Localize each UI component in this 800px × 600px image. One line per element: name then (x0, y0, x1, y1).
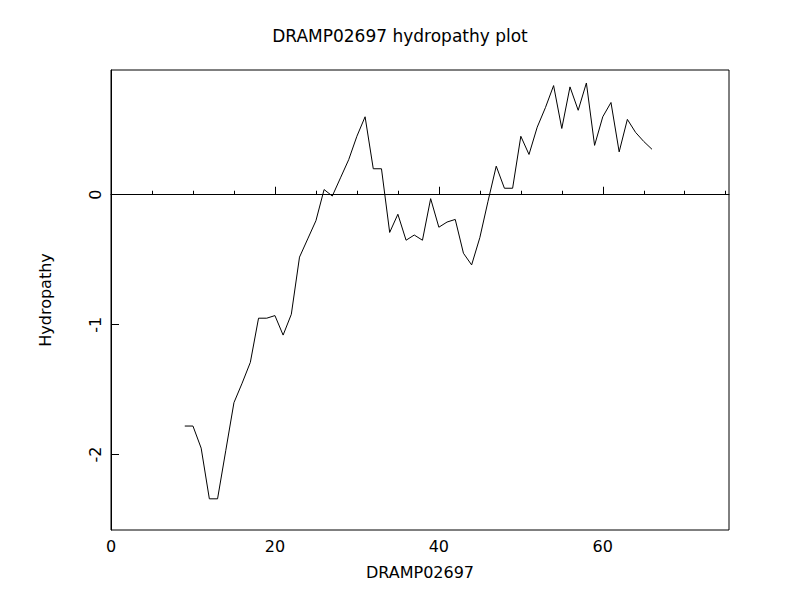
svg-text:0: 0 (86, 190, 105, 200)
svg-text:40: 40 (429, 537, 449, 556)
svg-text:DRAMP02697: DRAMP02697 (366, 563, 474, 582)
svg-text:0: 0 (106, 537, 116, 556)
svg-text:-2: -2 (86, 447, 105, 463)
svg-text:20: 20 (265, 537, 285, 556)
svg-text:DRAMP02697 hydropathy plot: DRAMP02697 hydropathy plot (272, 26, 528, 46)
svg-text:60: 60 (593, 537, 613, 556)
svg-text:-1: -1 (86, 317, 105, 333)
svg-text:Hydropathy: Hydropathy (36, 253, 55, 347)
